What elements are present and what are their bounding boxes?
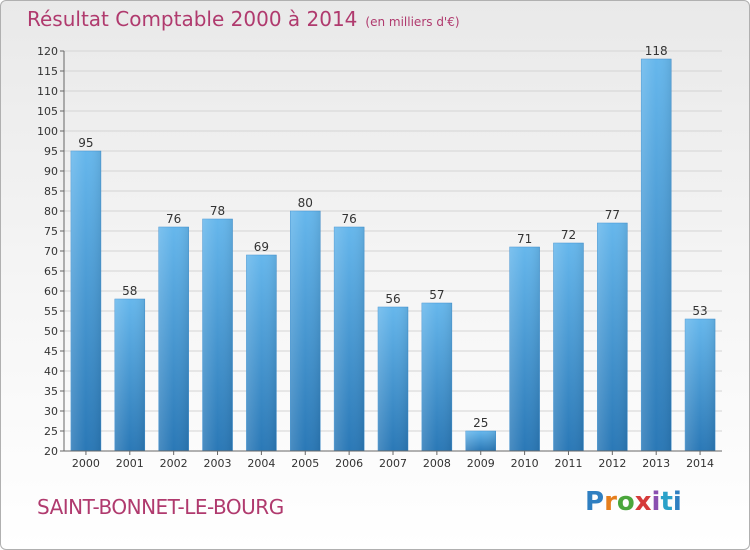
bar-shine xyxy=(290,211,321,451)
x-tick-label: 2001 xyxy=(116,457,144,470)
data-label: 53 xyxy=(692,304,707,318)
bar-shine xyxy=(509,247,540,451)
data-label: 76 xyxy=(341,212,356,226)
logo-letter: t xyxy=(660,487,673,517)
y-tick-label: 100 xyxy=(37,125,58,138)
x-tick-label: 2005 xyxy=(291,457,319,470)
data-label: 71 xyxy=(517,232,532,246)
x-tick-label: 2010 xyxy=(511,457,539,470)
x-tick-label: 2000 xyxy=(72,457,100,470)
bar-shine xyxy=(202,219,233,451)
bar-shine xyxy=(685,319,716,451)
x-tick-label: 2007 xyxy=(379,457,407,470)
bar-shine xyxy=(421,303,452,451)
x-tick-label: 2008 xyxy=(423,457,451,470)
y-tick-label: 120 xyxy=(37,45,58,58)
y-tick-label: 55 xyxy=(44,305,58,318)
bar-shine xyxy=(158,227,189,451)
x-tick-label: 2002 xyxy=(160,457,188,470)
y-tick-label: 70 xyxy=(44,245,58,258)
x-axis: 2000 2001 2002 2003 2004 2005 2006 2007 2008 2009… xyxy=(64,450,722,470)
y-tick-label: 40 xyxy=(44,365,58,378)
y-tick-label: 65 xyxy=(44,265,58,278)
y-tick-label: 50 xyxy=(44,325,58,338)
x-tick-label: 2013 xyxy=(642,457,670,470)
y-tick-label: 110 xyxy=(37,85,58,98)
bar-shine xyxy=(246,255,277,451)
logo-letter: i xyxy=(672,487,682,517)
bar-shine xyxy=(597,223,628,451)
x-tick-label: 2004 xyxy=(247,457,275,470)
bar-shine xyxy=(114,299,145,451)
bar-shine xyxy=(553,243,584,451)
x-tick-label: 2011 xyxy=(554,457,582,470)
bar-shine xyxy=(465,431,496,451)
chart-title-text: Résultat Comptable 2000 à 2014 xyxy=(27,7,358,31)
y-tick-label: 25 xyxy=(44,425,58,438)
y-tick-label: 30 xyxy=(44,405,58,418)
y-tick-label: 35 xyxy=(44,385,58,398)
proxiti-logo: Proxiti xyxy=(585,487,682,517)
bars: 95 58 76 78 69 80 76 56 57 25 71 72 77 118 53 xyxy=(70,44,716,452)
x-tick-label: 2012 xyxy=(598,457,626,470)
y-tick-label: 75 xyxy=(44,225,58,238)
data-label: 77 xyxy=(605,208,620,222)
data-label: 58 xyxy=(122,284,137,298)
data-label: 118 xyxy=(645,44,668,58)
y-tick-label: 45 xyxy=(44,345,58,358)
town-name: SAINT-BONNET-LE-BOURG xyxy=(37,495,284,519)
data-label: 57 xyxy=(429,288,444,302)
logo-letter: i xyxy=(651,487,661,517)
logo-letter: P xyxy=(585,487,605,517)
bar-shine xyxy=(641,59,672,451)
data-label: 80 xyxy=(298,196,313,210)
y-tick-label: 80 xyxy=(44,205,58,218)
data-label: 76 xyxy=(166,212,181,226)
y-tick-label: 95 xyxy=(44,145,58,158)
x-tick-label: 2006 xyxy=(335,457,363,470)
chart-subtitle: (en milliers d'€) xyxy=(365,15,460,29)
bar-shine xyxy=(70,151,101,451)
logo-letter: o xyxy=(616,487,635,517)
y-tick-label: 115 xyxy=(37,65,58,78)
data-label: 72 xyxy=(561,228,576,242)
data-label: 69 xyxy=(254,240,269,254)
chart-title: Résultat Comptable 2000 à 2014 (en millie… xyxy=(27,7,460,31)
data-label: 25 xyxy=(473,416,488,430)
y-tick-label: 20 xyxy=(44,445,58,458)
x-tick-label: 2014 xyxy=(686,457,714,470)
x-tick-label: 2009 xyxy=(467,457,495,470)
x-tick-label: 2003 xyxy=(204,457,232,470)
bar-shine xyxy=(334,227,365,451)
data-label: 78 xyxy=(210,204,225,218)
logo-letter: x xyxy=(634,487,652,517)
data-label: 95 xyxy=(78,136,93,150)
bar-shine xyxy=(378,307,408,451)
y-axis: 20 25 30 35 40 45 50 55 60 65 70 75 80 85 90 95 100 105 11… xyxy=(37,45,65,458)
y-tick-label: 105 xyxy=(37,105,58,118)
y-tick-label: 90 xyxy=(44,165,58,178)
data-label: 56 xyxy=(385,292,400,306)
y-tick-label: 85 xyxy=(44,185,58,198)
logo-letter: r xyxy=(604,487,617,517)
y-tick-label: 60 xyxy=(44,285,58,298)
